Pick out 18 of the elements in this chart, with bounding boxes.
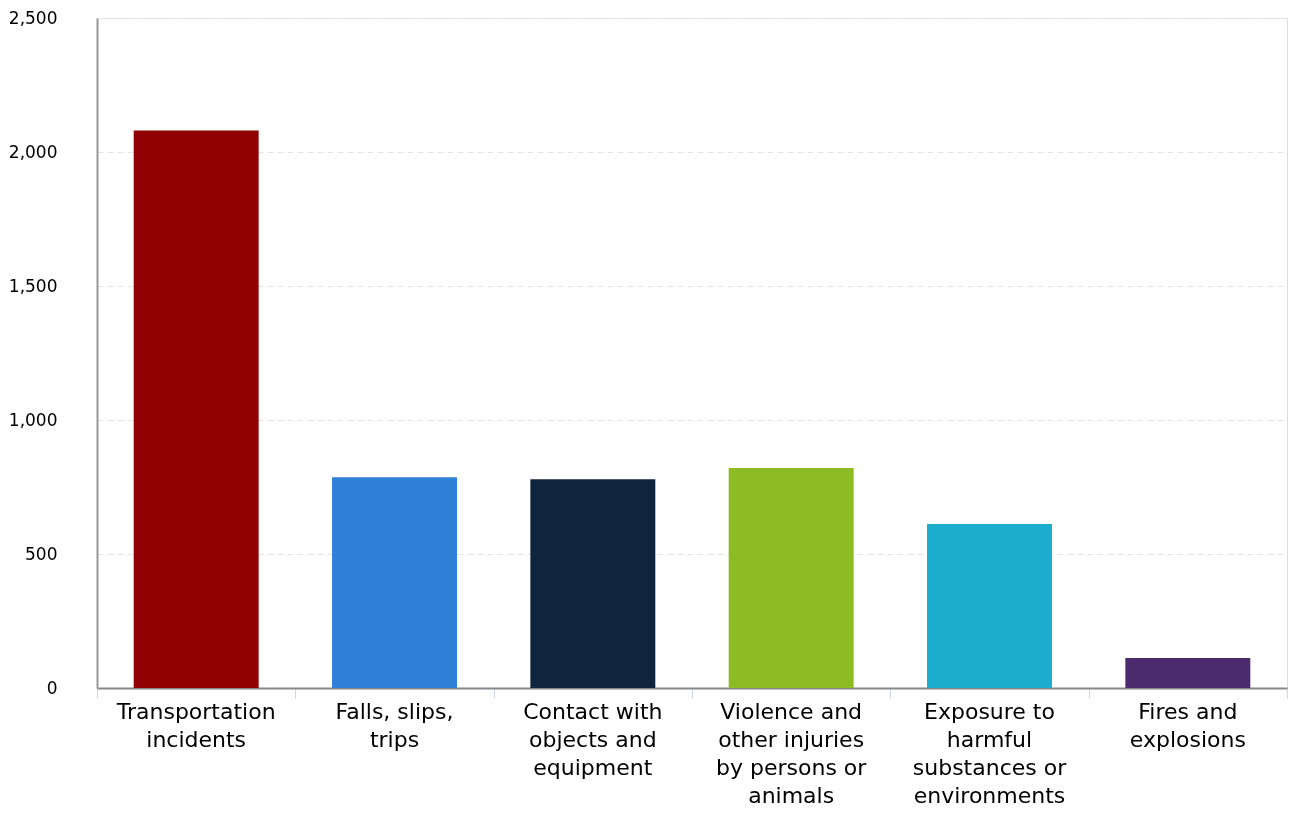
x-tick-label: Contact with objects and equipment: [523, 699, 663, 780]
y-tick-label: 500: [25, 543, 58, 564]
x-tick-label: Exposure to harmful substances or environments: [912, 699, 1068, 808]
y-tick-label: 2,500: [8, 7, 58, 28]
y-tick-label: 1,500: [8, 275, 58, 296]
bar: [728, 467, 854, 688]
bar: [133, 130, 259, 688]
y-tick-label: 0: [46, 677, 58, 698]
x-tick-label: Fires and explosions: [1129, 699, 1246, 752]
y-tick-label: 1,000: [8, 409, 58, 430]
x-tick-label: Violence and other injuries by persons or animals: [715, 699, 868, 808]
x-tick-label: Transportation incidents: [115, 699, 276, 752]
bar: [927, 523, 1052, 688]
bar: [332, 477, 457, 688]
bar: [1125, 657, 1251, 688]
x-tick-label: Falls, slips, trips: [335, 699, 454, 752]
y-tick-label: 2,000: [8, 141, 58, 162]
bar: [530, 479, 656, 688]
